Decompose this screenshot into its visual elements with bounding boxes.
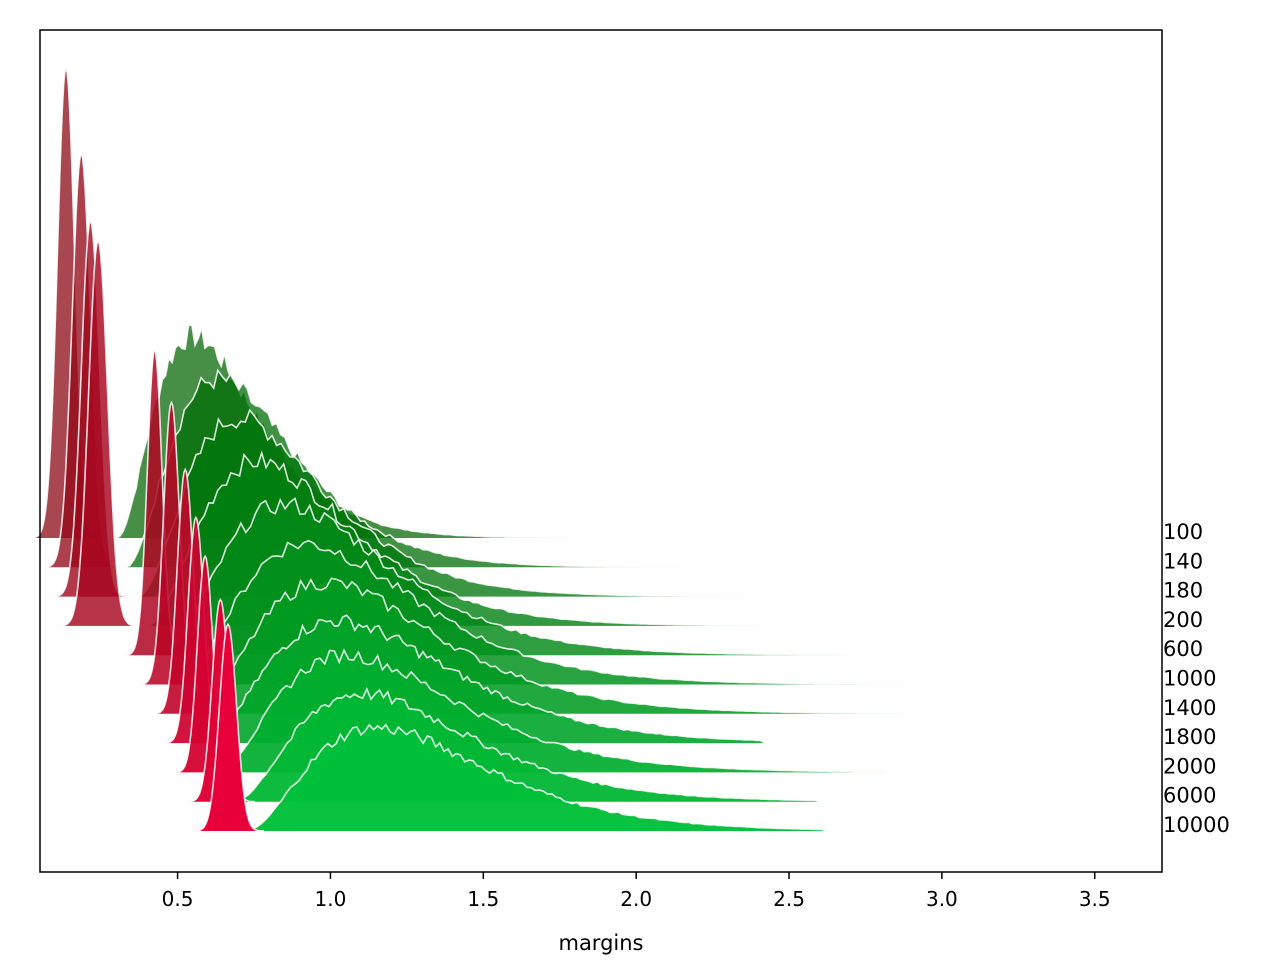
ridge-red-10000-outline <box>192 622 265 832</box>
row-label-6000: 6000 <box>1163 784 1216 808</box>
row-label-180: 180 <box>1163 579 1203 603</box>
ridge-green-6000-outline <box>232 686 820 803</box>
ridges <box>30 64 912 832</box>
ridge-red-1400-area <box>151 469 219 714</box>
ridge-green-1400-outline <box>192 577 912 715</box>
row-label-1000: 1000 <box>1163 667 1216 691</box>
ridge-green-2000-outline <box>214 648 887 774</box>
ridge-red-600-area <box>123 349 186 656</box>
x-tick-label: 2.5 <box>773 887 805 911</box>
row-label-1400: 1400 <box>1163 696 1216 720</box>
ridge-green-10000-outline <box>244 723 826 832</box>
ridge-green-1800-outline <box>201 614 766 744</box>
x-tick-label: 0.5 <box>162 887 194 911</box>
ridge-red-200-outline <box>58 238 138 627</box>
row-labels: 100 140 180 200 600 1000 1400 1800 2000 6000 10000 <box>1163 520 1230 837</box>
row-label-140: 140 <box>1163 549 1203 573</box>
x-axis: 0.5 1.0 1.5 2.0 2.5 3.0 3.5 <box>162 872 1111 911</box>
ridge-green-1000-outline <box>177 539 912 686</box>
plot-frame <box>39 29 1163 873</box>
row-label-10000: 10000 <box>1163 813 1230 837</box>
ridge-red-10000-area <box>192 624 264 831</box>
ridge-green-140-outline <box>125 368 713 569</box>
row-label-2000: 2000 <box>1163 754 1216 778</box>
ridge-green-200-outline <box>146 450 765 627</box>
x-tick-label: 3.0 <box>926 887 958 911</box>
x-tick-label: 1.5 <box>467 887 499 911</box>
row-label-100: 100 <box>1163 520 1203 544</box>
ridge-green-600-outline <box>162 497 851 656</box>
ridge-green-180-outline <box>137 408 765 598</box>
row-label-1800: 1800 <box>1163 725 1216 749</box>
ridge-red-200-area <box>58 240 138 626</box>
x-axis-title: margins <box>558 931 643 955</box>
row-label-200: 200 <box>1163 608 1203 632</box>
ridge-red-100-area <box>30 68 102 538</box>
ridge-green-10000-area <box>244 724 826 831</box>
ridge-red-1800-area <box>162 517 230 744</box>
ridge-red-1000-area <box>138 402 205 685</box>
ridge-red-2000-area <box>173 556 238 773</box>
x-tick-label: 3.5 <box>1079 887 1111 911</box>
x-tick-label: 1.0 <box>315 887 347 911</box>
x-tick-label: 2.0 <box>620 887 652 911</box>
row-label-600: 600 <box>1163 637 1203 661</box>
